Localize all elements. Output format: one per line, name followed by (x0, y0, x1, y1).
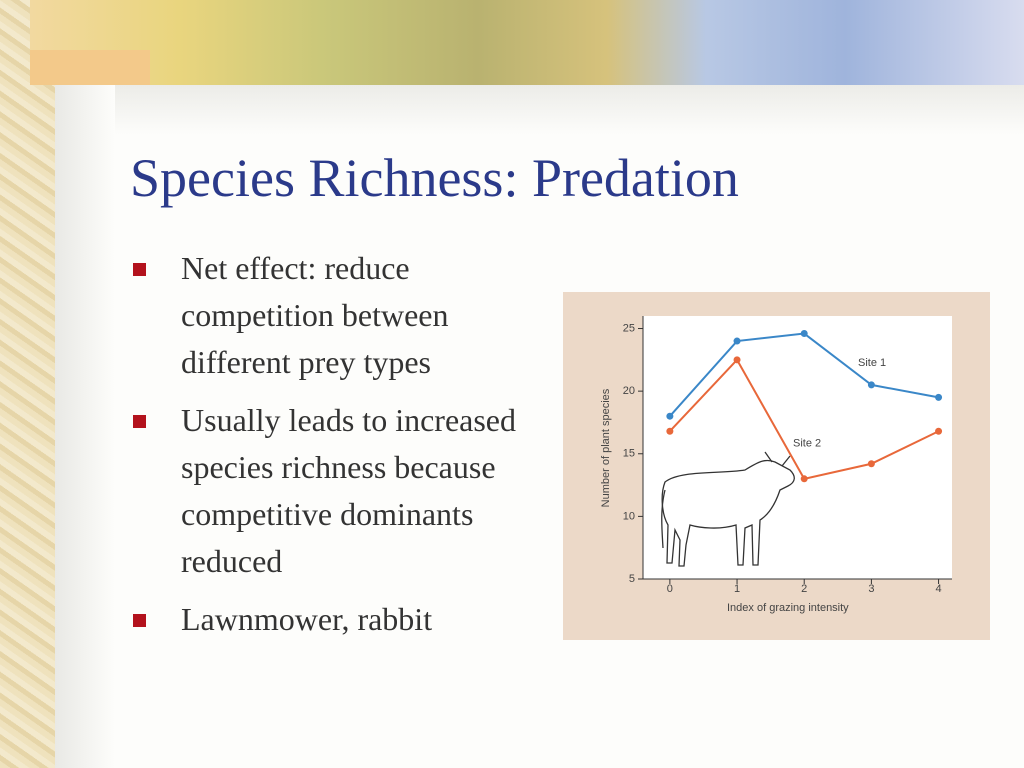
data-point (867, 381, 875, 389)
data-point (935, 427, 943, 435)
x-tick-label: 3 (868, 583, 874, 595)
bullet: Lawnmower, rabbit (130, 596, 526, 643)
y-axis-label: Number of plant species (600, 388, 612, 507)
x-tick-label: 0 (667, 583, 673, 595)
x-tick-label: 1 (734, 583, 740, 595)
shadow (55, 85, 1024, 135)
y-tick-label: 10 (623, 510, 635, 522)
bullet: Usually leads to increased species richn… (130, 397, 526, 585)
series-label: Site 1 (858, 357, 886, 369)
y-tick-label: 20 (623, 385, 635, 397)
data-point (733, 337, 741, 345)
cow-illustration (661, 451, 795, 567)
bullet: Net effect: reduce competition between d… (130, 245, 526, 386)
data-point (935, 393, 943, 401)
shadow (55, 85, 115, 768)
data-point (733, 356, 741, 364)
data-point (800, 330, 808, 338)
x-axis-label: Index of grazing intensity (727, 602, 849, 614)
data-point (800, 475, 808, 483)
y-tick-label: 15 (623, 448, 635, 460)
data-point (666, 412, 674, 420)
x-tick-label: 4 (936, 583, 942, 595)
y-tick-label: 5 (629, 573, 635, 585)
decorative-band (30, 50, 150, 85)
slide-title: Species Richness: Predation (130, 148, 739, 208)
decorative-band (30, 0, 1024, 85)
background-strip (0, 0, 55, 768)
x-tick-label: 2 (801, 583, 807, 595)
series-label: Site 2 (793, 438, 821, 450)
plot-area (643, 316, 952, 579)
data-point (666, 427, 674, 435)
data-point (867, 460, 875, 468)
bullet-list: Net effect: reduce competition between d… (130, 245, 530, 654)
y-tick-label: 25 (623, 322, 635, 334)
